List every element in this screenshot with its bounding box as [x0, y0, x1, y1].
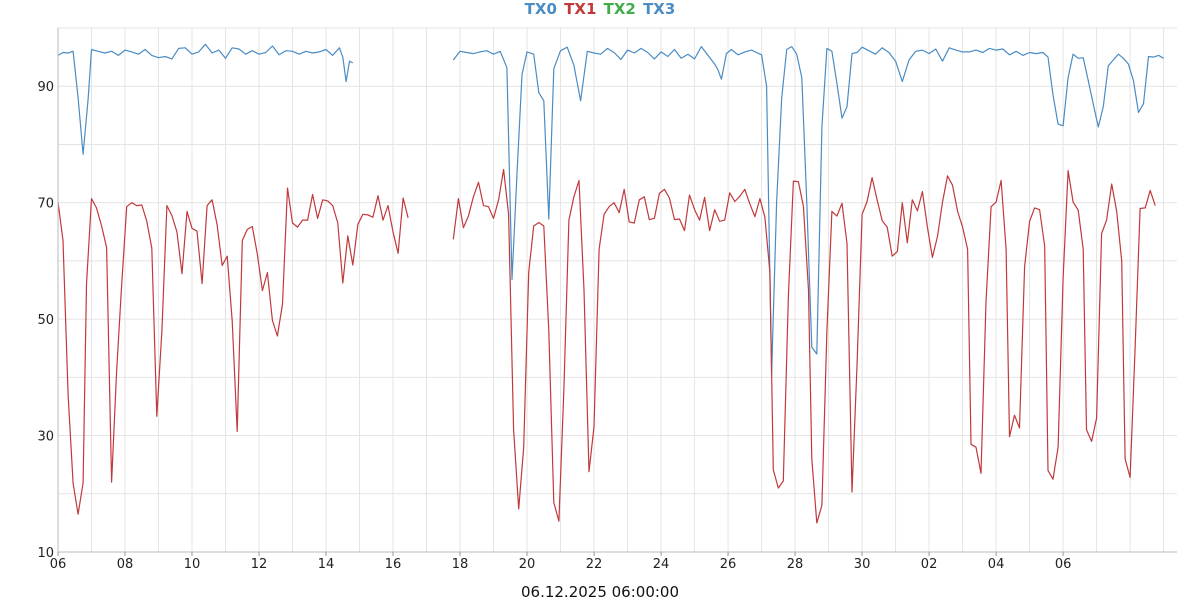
legend-item-tx1: TX1: [564, 0, 597, 18]
x-tick-label: 24: [653, 557, 670, 572]
x-tick-label: 06: [1055, 557, 1072, 572]
series-line-tx0: [57, 43, 354, 155]
series-line-tx1: [452, 168, 1156, 524]
y-tick-label: 50: [37, 313, 54, 328]
x-tick-label: 16: [385, 557, 402, 572]
x-tick-label: 30: [854, 557, 871, 572]
y-tick-label: 90: [37, 80, 54, 95]
x-tick-label: 04: [988, 557, 1005, 572]
x-axis-title: 06.12.2025 06:00:00: [520, 583, 680, 601]
legend-item-tx0: TX0: [524, 0, 557, 18]
x-tick-label: 20: [519, 557, 536, 572]
series-line-tx1: [57, 187, 409, 515]
x-tick-label: 02: [921, 557, 938, 572]
x-tick-label: 06: [50, 557, 67, 572]
axis-layer: 10 30 50 70 90 06 08 10 12 14 16 18 20 22 24 26 28 30 02 04…: [37, 28, 1177, 572]
y-tick-label: 70: [37, 197, 54, 212]
y-tick-label: 10: [37, 546, 54, 561]
legend-item-tx3: TX3: [643, 0, 676, 18]
x-tick-label: 08: [117, 557, 134, 572]
x-tick-label: 28: [787, 557, 804, 572]
x-tick-label: 10: [184, 557, 201, 572]
x-tick-label: 26: [720, 557, 737, 572]
x-tick-label: 14: [318, 557, 335, 572]
series-line-tx0: [452, 46, 1164, 375]
legend: TX0 TX1 TX2 TX3: [0, 0, 1200, 18]
x-tick-label: 22: [586, 557, 603, 572]
grid: [57, 27, 1177, 553]
x-tick-label: 12: [251, 557, 268, 572]
series-layer: [57, 43, 1164, 524]
x-tick-label: 18: [452, 557, 469, 572]
legend-item-tx2: TX2: [603, 0, 636, 18]
y-tick-label: 30: [37, 430, 54, 445]
